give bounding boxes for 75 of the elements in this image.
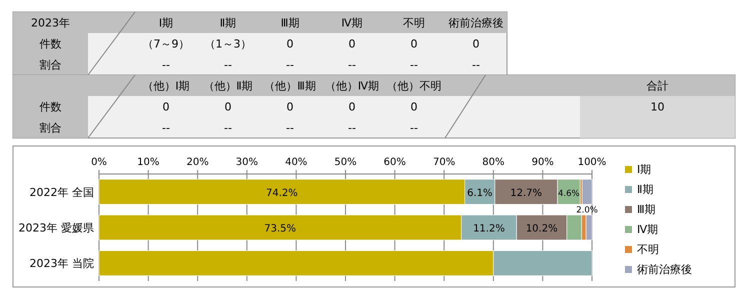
category-label: 不明 xyxy=(403,16,425,30)
text: -- xyxy=(224,58,232,72)
category-label: Ⅳ期 xyxy=(341,16,363,30)
text: -- xyxy=(224,122,232,134)
legend-label: 術前治療後 xyxy=(637,263,692,276)
y-tick-label: 2023年 愛媛県 xyxy=(18,222,94,234)
legend-label: Ⅱ期 xyxy=(637,183,654,196)
x-tick-label: 40% xyxy=(285,157,308,168)
text: 0 xyxy=(472,38,480,50)
y-tick-label: 2023年 当院 xyxy=(30,257,94,270)
data-label: 74.2% xyxy=(266,188,298,199)
data-label: 6.1% xyxy=(467,188,493,199)
data-label: 10.2% xyxy=(526,224,558,234)
category-label: 割合 xyxy=(40,58,62,72)
category-label: 割合 xyxy=(40,122,62,134)
legend-label: Ⅳ期 xyxy=(637,223,658,236)
text: -- xyxy=(410,58,418,72)
text: 0 xyxy=(286,100,294,114)
legend-item: Ⅳ期 xyxy=(625,223,658,236)
category-label: （他）Ⅲ期 xyxy=(264,80,316,92)
x-tick-label: 70% xyxy=(432,157,456,168)
text: -- xyxy=(286,122,294,134)
legend-item: Ⅲ期 xyxy=(625,203,656,216)
text: 0 xyxy=(410,100,418,114)
x-tick-label: 0% xyxy=(91,157,107,168)
category-label: （他）Ⅱ期 xyxy=(203,80,253,92)
bar xyxy=(586,214,592,240)
data-label: 12.7% xyxy=(510,188,542,199)
category-label: Ⅲ期 xyxy=(280,16,300,30)
text: 0 xyxy=(348,100,356,114)
text: （1～3） xyxy=(204,38,252,50)
category-label: （他）不明 xyxy=(386,80,442,92)
text: 2023年 xyxy=(31,16,70,30)
text: -- xyxy=(162,58,170,72)
text: 0 xyxy=(348,38,356,50)
bar xyxy=(582,179,592,205)
y-tick-label: 2022年 全国 xyxy=(30,186,94,199)
category-label: 件数 xyxy=(40,100,62,114)
legend-label: 不明 xyxy=(637,243,659,256)
category-label: （他）Ⅳ期 xyxy=(324,80,380,92)
text: -- xyxy=(162,122,170,134)
legend-item: 術前治療後 xyxy=(625,263,692,276)
category-label: 件数 xyxy=(40,38,62,50)
category-label: Ⅱ期 xyxy=(220,16,236,30)
text: 0 xyxy=(224,100,232,114)
category-label: 術前治療後 xyxy=(448,16,504,30)
text: -- xyxy=(286,58,294,72)
text: 10 xyxy=(650,100,664,114)
category-label: Ⅰ期 xyxy=(158,16,174,30)
text: 0 xyxy=(410,38,418,50)
legend-item: Ⅱ期 xyxy=(625,183,654,196)
x-tick-label: 30% xyxy=(236,157,258,168)
x-tick-label: 50% xyxy=(334,157,357,168)
category-label: （他）Ⅰ期 xyxy=(142,80,190,92)
data-label: 73.5% xyxy=(264,224,296,234)
x-tick-label: 60% xyxy=(384,157,406,168)
text: -- xyxy=(348,122,356,134)
text: 0 xyxy=(286,38,294,50)
x-tick-label: 100% xyxy=(578,157,606,168)
text: （7～9） xyxy=(142,38,190,50)
x-tick-label: 20% xyxy=(186,157,209,168)
x-tick-label: 10% xyxy=(137,157,160,168)
x-tick-label: 90% xyxy=(532,157,554,168)
data-label: 2.0% xyxy=(576,205,598,216)
data-label: 4.6% xyxy=(558,188,580,199)
text: -- xyxy=(348,58,356,72)
text: 0 xyxy=(162,100,170,114)
text: -- xyxy=(472,58,480,72)
data-label: 11.2% xyxy=(473,224,505,234)
category-label: 合計 xyxy=(646,80,668,92)
legend-item: 不明 xyxy=(625,243,659,256)
legend-item: Ⅰ期 xyxy=(625,163,652,176)
x-tick-label: 80% xyxy=(482,157,505,168)
legend-label: Ⅲ期 xyxy=(637,203,656,216)
text: -- xyxy=(410,122,418,134)
